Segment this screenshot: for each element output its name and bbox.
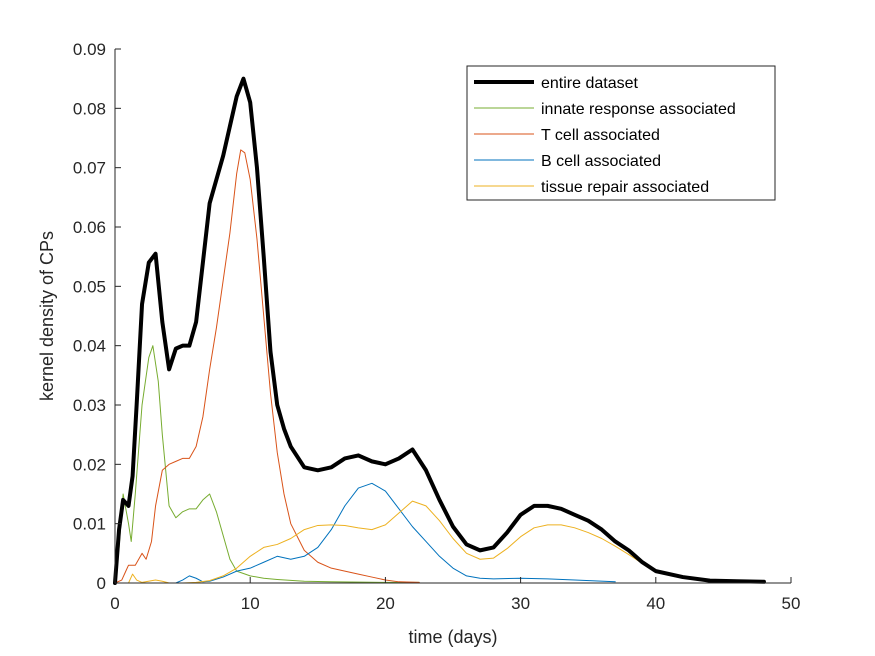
series-line-0: [113, 76, 766, 585]
y-tick-label: 0.07: [73, 159, 106, 178]
y-tick-label: 0.06: [73, 218, 106, 237]
y-tick-label: 0.01: [73, 515, 106, 534]
legend-label-2: T cell associated: [541, 127, 660, 144]
y-tick-label: 0.04: [73, 337, 106, 356]
x-tick-label: 30: [511, 594, 530, 613]
series-line-1: [114, 345, 420, 584]
axes: [114, 49, 791, 584]
x-tick-label: 10: [241, 594, 260, 613]
legend-label-3: B cell associated: [541, 153, 661, 170]
series-line-2: [114, 149, 420, 584]
x-tick-label: 50: [782, 594, 801, 613]
legend-label-1: innate response associated: [541, 101, 736, 118]
y-tick-label: 0.05: [73, 277, 106, 296]
y-tick-label: 0.09: [73, 40, 106, 59]
x-tick-label: 40: [646, 594, 665, 613]
x-axis-title: time (days): [408, 627, 497, 647]
x-ticks: 0 10 20 30 40 50: [110, 577, 800, 613]
y-tick-label: 0.03: [73, 396, 106, 415]
y-tick-label: 0: [97, 574, 106, 593]
legend: entire dataset innate response associated…: [466, 65, 776, 201]
legend-label-0: entire dataset: [541, 75, 639, 92]
legend-entries: entire dataset innate response associated…: [474, 75, 736, 196]
legend-label-4: tissue repair associated: [541, 179, 709, 196]
series-line-3: [114, 482, 616, 584]
legend-box: [466, 65, 776, 201]
x-tick-label: 20: [376, 594, 395, 613]
y-axis-title: kernel density of CPs: [37, 231, 57, 401]
y-tick-label: 0.08: [73, 99, 106, 118]
x-tick-label: 0: [110, 594, 119, 613]
y-ticks: 0 0.01 0.02 0.03 0.04 0.05 0.06 0.07 0.08 0.09: [73, 40, 121, 593]
y-tick-label: 0.02: [73, 455, 106, 474]
